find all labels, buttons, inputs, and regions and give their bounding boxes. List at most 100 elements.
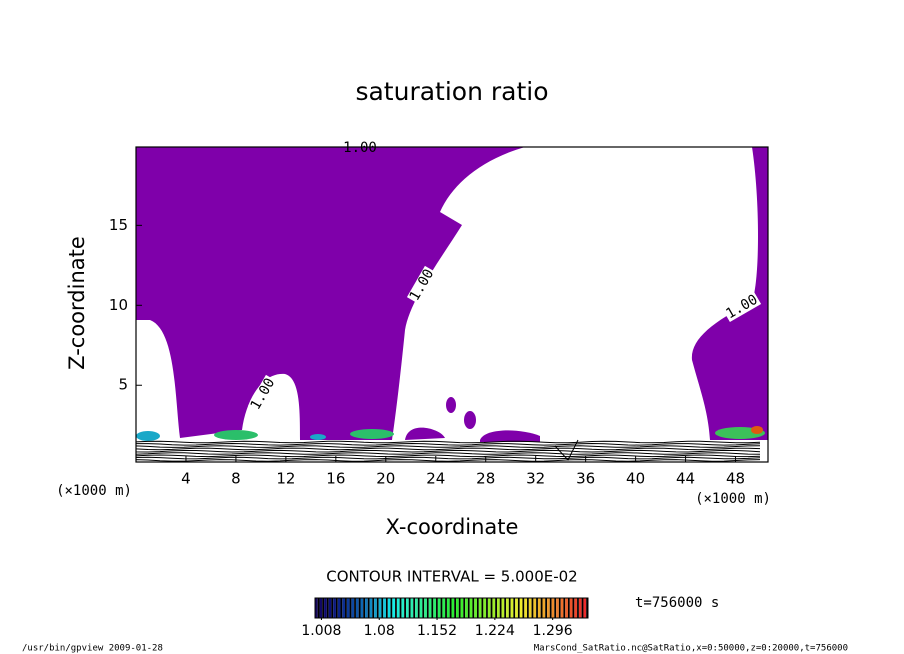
colorbar-gap — [577, 598, 579, 618]
colorbar-gap — [567, 598, 570, 618]
colorbar-gap — [490, 598, 493, 618]
colorbar-cell — [456, 598, 459, 618]
colorbar-cell — [474, 598, 477, 618]
colorbar-gap — [495, 598, 497, 618]
colorbar-cell — [574, 598, 578, 618]
colorbar-cell — [410, 598, 414, 618]
contour-line — [135, 445, 761, 448]
colorbar-gap — [326, 598, 329, 618]
colorbar-gap — [481, 598, 484, 618]
contour-lines — [135, 440, 761, 462]
colorbar-gap — [522, 598, 525, 618]
colorbar-cell — [351, 598, 355, 618]
colorbar-gap — [335, 598, 338, 618]
colorbar-cell — [519, 598, 523, 618]
colorbar-gap — [436, 598, 438, 618]
y-unit: (×1000 m) — [56, 483, 132, 499]
colorbar-gap — [363, 598, 366, 618]
contour-line — [135, 440, 761, 444]
colorbar-gap — [445, 598, 447, 618]
colorbar-cell — [360, 598, 364, 618]
y-axis-label: Z-coordinate — [65, 236, 89, 370]
colorbar-cell — [383, 598, 386, 618]
colorbar-cell — [428, 598, 432, 618]
contour-label-bg — [722, 291, 762, 323]
colorbar-cell — [547, 598, 550, 618]
x-tick-label: 36 — [576, 470, 595, 488]
filled-region — [405, 427, 445, 440]
colorbar-gap — [476, 598, 479, 618]
colorbar-gap — [549, 598, 552, 618]
colorbar-gap — [404, 598, 406, 618]
colorbar-gap — [376, 598, 379, 618]
colorbar-cell — [396, 598, 400, 618]
contour-line — [135, 442, 761, 446]
colorbar-gap — [426, 598, 429, 618]
x-tick-label: 4 — [181, 470, 191, 488]
colorbar-gap — [399, 598, 402, 618]
colorbar-cell — [315, 598, 318, 618]
colorbar-cell — [578, 598, 582, 618]
colorbar-cell — [492, 598, 496, 618]
colorbar-gap — [467, 598, 470, 618]
colorbar-gap — [536, 598, 538, 618]
colorbar-gap — [454, 598, 457, 618]
colorbar-gap — [413, 598, 416, 618]
colorbar-cell — [560, 598, 564, 618]
colorbar-cell — [378, 598, 382, 618]
colorbar-gap — [440, 598, 443, 618]
colorbar-gap — [527, 598, 529, 618]
filled-region — [136, 147, 525, 440]
chart-title: saturation ratio — [355, 77, 548, 106]
contour-label: 1.00 — [343, 140, 377, 156]
colorbar-cell — [433, 598, 437, 618]
colorbar-gap — [508, 598, 511, 618]
colorbar-cell — [583, 598, 587, 618]
colorbar-gap — [554, 598, 557, 618]
contour-line — [135, 454, 761, 458]
colorbar-cell — [346, 598, 350, 618]
colorbar-cell — [324, 598, 327, 618]
contour-label-bg — [406, 265, 438, 305]
time-label: t=756000 s — [635, 595, 719, 611]
colorbar-gap — [417, 598, 420, 618]
colorbar-gap — [540, 598, 543, 618]
colorbar-cell — [365, 598, 368, 618]
filled-region — [446, 397, 456, 413]
blob — [310, 434, 326, 440]
colorbar-gap — [431, 598, 434, 618]
colorbar-cell — [501, 598, 505, 618]
colorbar-gap — [463, 598, 466, 618]
colorbar-tick-label: 1.08 — [364, 623, 395, 639]
colorbar-cell — [355, 598, 359, 618]
blob — [214, 430, 258, 440]
colorbar-cell — [533, 598, 537, 618]
colorbar-gap — [345, 598, 347, 618]
footer-right: MarsCond_SatRatio.nc@SatRatio,x=0:50000,… — [534, 644, 848, 654]
colorbar-cell — [337, 598, 341, 618]
colorbar-cell — [442, 598, 446, 618]
x-tick-label: 20 — [376, 470, 395, 488]
colorbar-gap — [322, 598, 325, 618]
colorbar-cell — [510, 598, 514, 618]
colorbar-cell — [551, 598, 555, 618]
contour-line — [554, 439, 579, 461]
colorbar-gap — [572, 598, 575, 618]
colorbar-gap — [354, 598, 356, 618]
contour-line — [135, 452, 761, 455]
colorbar-cell — [487, 598, 491, 618]
colorbar-cell — [506, 598, 509, 618]
colorbar-tick-label: 1.008 — [301, 623, 341, 639]
colorbar-cell — [469, 598, 473, 618]
y-tick-label: 15 — [109, 216, 128, 234]
colorbar-cell — [524, 598, 528, 618]
colorbar-gap — [458, 598, 461, 618]
colorbar-gap — [422, 598, 425, 618]
x-tick-label: 48 — [726, 470, 745, 488]
colorbar-cell — [437, 598, 441, 618]
colorbar-cell — [556, 598, 559, 618]
colorbar-cell — [460, 598, 464, 618]
colorbar-cell — [387, 598, 391, 618]
colorbar-cell — [569, 598, 573, 618]
